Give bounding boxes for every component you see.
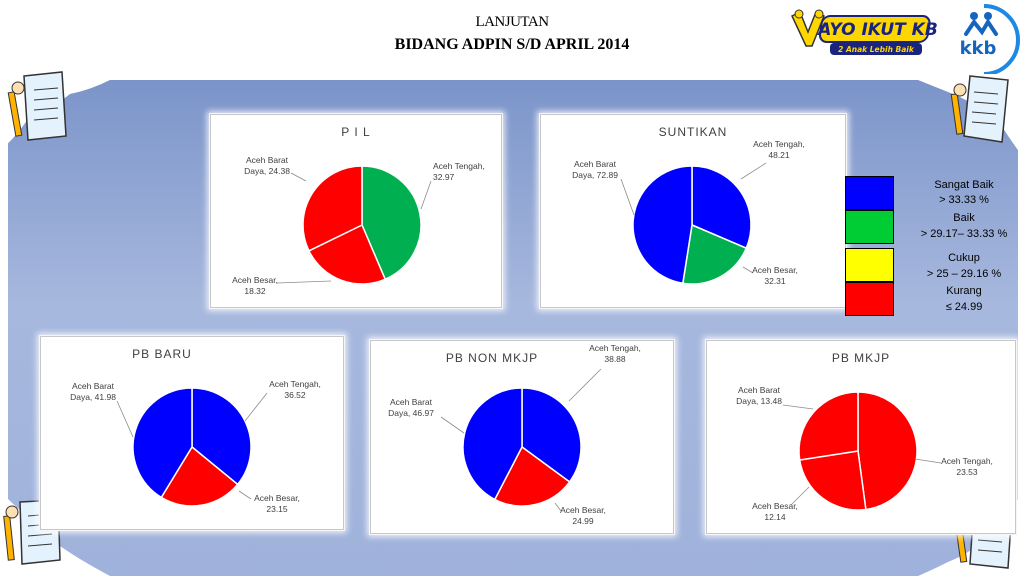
legend-range-kurang: ≤ 24.99 xyxy=(945,301,983,313)
slide-header: LANJUTAN BIDANG ADPIN S/D APRIL 2014 AYO… xyxy=(0,0,1024,80)
pie-slice-aceh-besar xyxy=(160,445,239,507)
data-label-aceh-barat-daya: Aceh Barat Daya, 72.89 xyxy=(572,159,618,180)
pie-slice-aceh-tengah xyxy=(857,391,918,511)
pie-slice-aceh-barat-daya xyxy=(632,165,693,285)
pie-slice-aceh-tengah xyxy=(191,387,252,486)
data-label-aceh-barat-daya: Aceh Barat Daya, 13.48 xyxy=(736,385,782,406)
data-label-aceh-besar: Aceh Besar, 18.32 xyxy=(232,275,278,296)
legend-swatch-sangat-baik xyxy=(845,176,894,210)
data-label-aceh-besar: Aceh Besar, 23.15 xyxy=(254,493,300,514)
legend-label-kurang: Kurang xyxy=(946,285,982,297)
chart-svg-pb-mkjp: Aceh Tengah, 23.53 Aceh Besar, 12.14 Aceh Ba… xyxy=(736,385,993,522)
legend-range-baik: > 29.17– 33.33 % xyxy=(920,228,1008,240)
data-label-aceh-besar: Aceh Besar, 32.31 xyxy=(752,265,798,286)
ayo-logo-subtext: 2 Anak Lebih Baik xyxy=(838,45,915,54)
kkb-logo: kkb xyxy=(960,4,1021,74)
pie-chart-pb-baru: PB BARU Aceh Tengah, 36.52 Aceh Besar, 23.1… xyxy=(40,336,344,530)
slide-title-line2: BIDANG ADPIN S/D APRIL 2014 xyxy=(394,36,630,53)
pie-slice-aceh-besar xyxy=(681,223,748,285)
slide-title-line1: LANJUTAN xyxy=(475,14,549,30)
chart-title-pb-non-mkjp: PB NON MKJP xyxy=(445,351,539,365)
leader-line xyxy=(116,400,134,438)
leader-line xyxy=(742,266,754,274)
data-label-aceh-tengah: Aceh Tengah, 36.52 xyxy=(269,379,321,400)
chart-svg-suntikan: Aceh Tengah, 48.21 Aceh Besar, 32.31 Aceh Ba… xyxy=(572,139,805,286)
legend-label-baik: Baik xyxy=(953,212,975,224)
pie-chart-pb-non-mkjp: PB NON MKJP Aceh Tengah, 38.88 Aceh Besar,… xyxy=(370,340,674,534)
leader-line xyxy=(244,392,268,422)
legend-label-cukup: Cukup xyxy=(948,252,980,264)
data-label-aceh-besar: Aceh Besar, 24.99 xyxy=(560,505,606,526)
pie-slice-aceh-besar xyxy=(493,445,571,507)
pie-slice-aceh-tengah xyxy=(361,165,422,281)
data-label-aceh-tengah: Aceh Tengah, 32.97 xyxy=(433,161,485,182)
legend-swatch-kurang xyxy=(845,282,894,316)
data-label-aceh-barat-daya: Aceh Barat Daya, 46.97 xyxy=(388,397,434,418)
leader-line xyxy=(620,178,635,216)
pie-chart-pil: P I L Aceh Tengah, 32.97 Aceh Besar, 18.32 A… xyxy=(210,114,502,308)
pie-slice-aceh-tengah xyxy=(691,165,752,250)
color-legend: Sangat Baik > 33.33 % Baik > 29.17– 33.3… xyxy=(843,172,1024,320)
leader-line xyxy=(440,416,465,434)
pie-slice-aceh-barat-daya xyxy=(132,387,193,499)
chart-svg-pb-non-mkjp: Aceh Tengah, 38.88 Aceh Besar, 24.99 Aceh Ba… xyxy=(388,343,641,526)
leader-line xyxy=(420,180,432,210)
legend-label-sangat-baik: Sangat Baik xyxy=(934,179,994,191)
leader-line xyxy=(238,490,252,500)
leader-line xyxy=(276,280,332,284)
leader-line xyxy=(914,458,942,464)
leader-line xyxy=(554,502,562,512)
chart-svg-pil: Aceh Tengah, 32.97 Aceh Besar, 18.32 Aceh Ba… xyxy=(232,155,485,296)
ayo-ikut-kb-logo: AYO IKUT KB 2 Anak Lebih Baik xyxy=(791,9,938,55)
ayo-logo-text: AYO IKUT KB xyxy=(816,20,938,40)
top-left-paper-mascot-icon xyxy=(7,71,67,141)
data-label-aceh-besar: Aceh Besar, 12.14 xyxy=(752,501,798,522)
leader-line xyxy=(740,162,767,180)
pie-chart-pb-mkjp: PB MKJP Aceh Tengah, 23.53 Aceh Besar, 12.1… xyxy=(706,340,1016,534)
data-label-aceh-barat-daya: Aceh Barat Daya, 41.98 xyxy=(70,381,116,402)
data-label-aceh-tengah: Aceh Tengah, 23.53 xyxy=(941,456,993,477)
data-label-aceh-tengah: Aceh Tengah, 48.21 xyxy=(753,139,805,160)
chart-title-suntikan: SUNTIKAN xyxy=(658,125,728,139)
pie-slice-aceh-barat-daya xyxy=(462,387,523,501)
data-label-aceh-barat-daya: Aceh Barat Daya, 24.38 xyxy=(244,155,290,176)
leader-line xyxy=(782,404,814,410)
leader-line xyxy=(568,368,602,402)
legend-swatch-baik xyxy=(845,210,894,244)
chart-title-pb-baru: PB BARU xyxy=(132,347,192,361)
pie-slice-aceh-besar xyxy=(307,223,387,285)
leader-line xyxy=(790,486,810,506)
chart-title-pb-mkjp: PB MKJP xyxy=(831,351,891,365)
legend-range-sangat-baik: > 33.33 % xyxy=(939,194,989,206)
top-right-paper-mascot-icon xyxy=(950,75,1009,143)
pie-slice-aceh-barat-daya xyxy=(302,165,363,252)
legend-swatch-cukup xyxy=(845,248,894,282)
legend-range-cukup: > 25 – 29.16 % xyxy=(926,268,1002,280)
leader-line xyxy=(290,172,307,182)
pie-slice-aceh-barat-daya xyxy=(798,391,859,461)
pie-slice-aceh-besar xyxy=(798,450,867,511)
kkb-logo-text: kkb xyxy=(960,38,997,59)
chart-svg-pb-baru: Aceh Tengah, 36.52 Aceh Besar, 23.15 Aceh Ba… xyxy=(70,379,321,514)
data-label-aceh-tengah: Aceh Tengah, 38.88 xyxy=(589,343,641,364)
pie-chart-suntikan: SUNTIKAN Aceh Tengah, 48.21 Aceh Besar, 32.… xyxy=(540,114,846,308)
pie-slice-aceh-tengah xyxy=(521,387,582,483)
chart-title-pil: P I L xyxy=(341,125,371,139)
